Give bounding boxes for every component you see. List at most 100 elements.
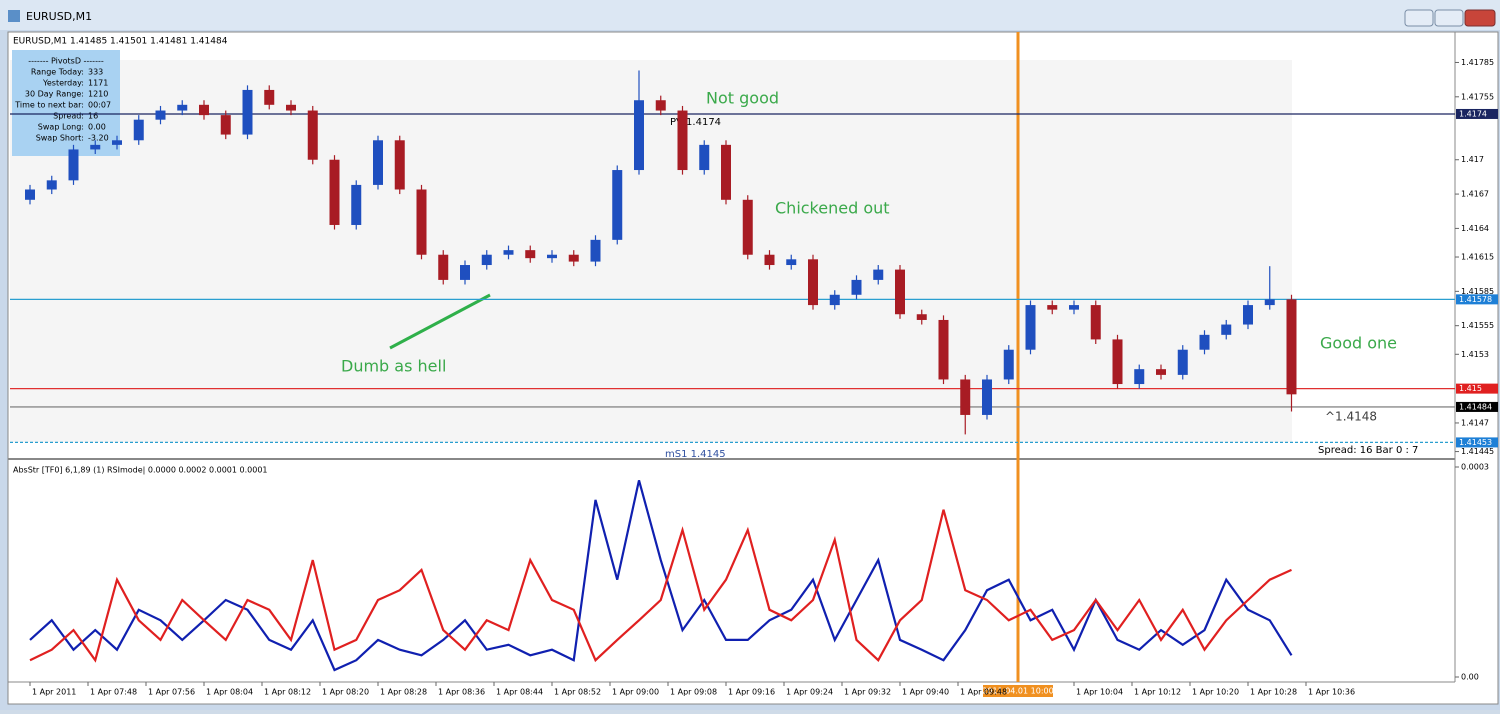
y-tick-label: 1.41755 [1461, 92, 1494, 101]
close-button[interactable] [1464, 9, 1496, 27]
maximize-button[interactable] [1434, 9, 1464, 27]
info-panel [12, 50, 120, 156]
cursor-time-box [983, 685, 1053, 697]
y-tick-label: 1.4153 [1461, 350, 1489, 359]
candle-body [808, 259, 818, 306]
candle-body [721, 144, 731, 200]
candle-body [351, 184, 362, 225]
price-level-label: 1.41453 [1459, 438, 1492, 447]
y-tick-label: 1.4164 [1461, 224, 1489, 233]
candle-body [286, 104, 296, 111]
y-tick-label: 1.41615 [1461, 253, 1494, 262]
pivot-label: mS1 1.4145 [665, 449, 726, 460]
price-level-label: 1.41484 [1459, 402, 1492, 411]
info-label: Yesterday: [42, 79, 84, 88]
candle-body [742, 199, 753, 255]
y-tick-label: 1.41555 [1461, 321, 1494, 330]
candle-body [895, 269, 905, 315]
minimize-button[interactable] [1404, 9, 1434, 27]
x-tick-label: 1 Apr 08:12 [264, 688, 311, 697]
info-label: Time to next bar: [14, 101, 84, 110]
x-tick-label: 1 Apr 07:56 [148, 688, 195, 697]
y-tick-label: 1.417 [1461, 155, 1484, 164]
info-value: 333 [88, 68, 103, 77]
info-value: -3.20 [88, 134, 109, 143]
annotation: Not good [706, 89, 779, 108]
candle-body [416, 189, 427, 255]
indicator-line [29, 509, 1292, 663]
candle-body [525, 250, 536, 259]
candle-body [481, 254, 492, 266]
x-tick-label: 1 Apr 10:12 [1134, 688, 1181, 697]
y-tick-label: 1.4147 [1461, 418, 1489, 427]
candle-body [960, 379, 971, 415]
candle-body [851, 279, 862, 295]
info-value: 1210 [88, 90, 108, 99]
candle-body [46, 180, 57, 190]
y-tick-label: 1.41585 [1461, 287, 1494, 296]
x-tick-label: 1 Apr 09:32 [844, 688, 891, 697]
info-value: 1171 [88, 79, 108, 88]
candle-body [68, 149, 79, 181]
x-tick-label: 1 Apr 08:44 [496, 688, 543, 697]
x-tick-label: 1 Apr 10:04 [1076, 688, 1123, 697]
x-tick-label: 1 Apr 08:20 [322, 688, 369, 697]
price-level-box [1456, 401, 1498, 412]
info-label: Swap Long: [38, 123, 84, 132]
candle-body [634, 100, 644, 171]
candle-body [1003, 349, 1014, 380]
candle-body [1156, 369, 1166, 375]
annotation: Dumb as hell [341, 357, 446, 376]
candle-body [1090, 305, 1101, 340]
candle-body [329, 159, 340, 225]
window-title: EURUSD,M1 [26, 10, 92, 23]
candle-body [547, 254, 557, 259]
candle-body [1177, 349, 1188, 375]
candle-body [177, 104, 188, 111]
info-heading: ------- PivotsD ------- [28, 57, 104, 66]
candle-body [1047, 305, 1058, 310]
candle-body [677, 110, 688, 171]
y-tick-label: 1.4167 [1461, 190, 1489, 199]
candle-body [25, 189, 35, 200]
candle-body [1264, 299, 1275, 306]
candle-body [438, 254, 449, 280]
y2-tick-label: 0.0003 [1461, 463, 1489, 472]
x-tick-label: 1 Apr 10:20 [1192, 688, 1239, 697]
candle-body [373, 140, 383, 185]
x-tick-label: 1 Apr 10:36 [1308, 688, 1355, 697]
candle-body [938, 319, 949, 380]
indicator-line [29, 480, 1293, 672]
candle-body [1221, 324, 1232, 335]
x-tick-label: 1 Apr 2011 [32, 688, 76, 697]
price-level-label: 1.41578 [1459, 295, 1492, 304]
candle-body [764, 254, 775, 266]
candle-body [1025, 305, 1036, 350]
candle-body [460, 265, 470, 280]
candle-body [1199, 334, 1210, 350]
y2-tick-label: 0.00 [1461, 673, 1479, 682]
pivot-label: PV 1.4174 [670, 117, 721, 128]
info-value: 00:07 [88, 101, 111, 110]
candle-body [612, 170, 623, 240]
candle-body [1069, 305, 1079, 310]
spread-label: Spread: 16 Bar 0 : 7 [1318, 445, 1418, 456]
y-tick-label: 1.41785 [1461, 58, 1494, 67]
candle-body [1112, 339, 1123, 385]
price-level-box [1456, 437, 1498, 448]
info-label: Range Today: [31, 68, 84, 77]
x-tick-label: 1 Apr 09:40 [902, 688, 949, 697]
x-tick-label: 1 Apr 09:24 [786, 688, 833, 697]
candle-body [568, 254, 579, 262]
candle-body [155, 110, 166, 120]
candle-body [199, 104, 209, 116]
title-bar [0, 0, 1500, 30]
candle-body [699, 144, 710, 171]
candle-body [242, 89, 253, 135]
candle-body [873, 269, 884, 280]
x-tick-label: 1 Apr 08:52 [554, 688, 601, 697]
x-tick-label: 1 Apr 09:00 [612, 688, 659, 697]
x-tick-label: 1 Apr 09:08 [670, 688, 717, 697]
